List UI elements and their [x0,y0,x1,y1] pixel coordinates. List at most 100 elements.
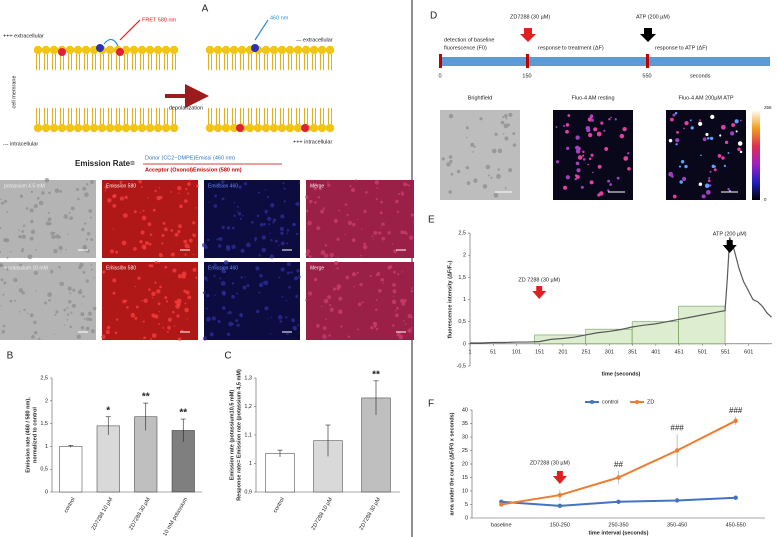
texture [377,288,382,293]
cell [727,151,730,154]
texture [218,236,223,241]
cell [627,167,631,171]
texture [166,330,169,333]
cell [592,171,594,174]
texture [319,187,322,191]
texture [213,275,216,278]
label: 256 [764,105,772,110]
texture [308,291,313,296]
texture [53,231,56,235]
cell [456,169,461,174]
texture [161,233,165,238]
cell [574,177,577,181]
arrow [552,471,567,485]
x-tick-label: 101 [512,349,521,355]
texture [21,247,24,250]
texture [257,191,260,194]
texture [33,331,38,335]
texture [286,232,289,235]
label: +++ extracellular [3,33,44,39]
donor [96,44,104,52]
cell [600,121,604,125]
texture [50,270,54,274]
texture [379,211,383,215]
texture [205,307,208,310]
texture [142,246,147,250]
texture [329,303,332,307]
texture [246,284,250,287]
lipid-head [309,123,319,133]
texture [38,200,44,206]
texture [202,291,206,295]
y-tick-label: 1,5 [458,275,466,281]
texture [156,289,161,294]
texture [104,189,107,192]
texture [112,194,116,199]
texture [13,299,16,302]
texture [154,314,159,319]
texture [272,218,277,222]
texture [112,203,117,208]
lipid-head [113,123,123,133]
texture [89,216,92,219]
texture [148,264,152,268]
texture [150,338,153,341]
texture [51,234,56,240]
texture [164,265,168,269]
texture [266,196,270,199]
texture [397,272,400,276]
texture [347,335,351,339]
texture [381,236,386,241]
texture [170,191,172,193]
texture [291,318,295,323]
bar [96,425,120,493]
significance: * [106,405,110,416]
micrographs: potassium 4.5 mM Emission 580 Emission 460… [0,177,415,341]
cell [575,161,580,166]
texture [259,274,263,278]
x-tick-label: control [273,497,286,514]
texture [53,248,58,254]
point [733,495,738,500]
texture [60,251,62,253]
texture [211,316,216,321]
lipid-head [137,45,147,55]
texture [82,186,87,191]
texture [63,324,66,326]
texture [286,262,291,267]
texture [268,223,271,226]
texture [400,230,404,235]
lipid-head [169,123,179,133]
texture [43,301,47,305]
texture [387,230,391,235]
micrograph [440,110,520,200]
texture [380,227,382,229]
arrow [640,28,656,42]
texture [213,204,218,208]
texture [408,184,410,187]
texture [269,232,272,234]
texture [148,242,152,246]
cell [465,136,468,139]
texture [406,183,409,186]
texture [237,205,239,208]
texture [82,295,85,298]
cell [504,187,507,190]
texture [272,221,275,224]
texture [122,213,128,218]
texture [259,222,264,227]
texture [351,272,357,277]
texture [221,268,226,274]
texture [269,254,274,259]
label: ZD7288 (30 µM) [510,14,550,20]
texture [336,237,340,241]
texture [151,333,157,338]
x-tick-label: 501 [698,349,707,355]
texture [38,337,41,340]
texture [68,212,71,214]
cell [672,113,676,117]
texture [336,284,342,289]
lipid-head [81,45,91,55]
texture [19,310,21,313]
texture [285,316,288,319]
